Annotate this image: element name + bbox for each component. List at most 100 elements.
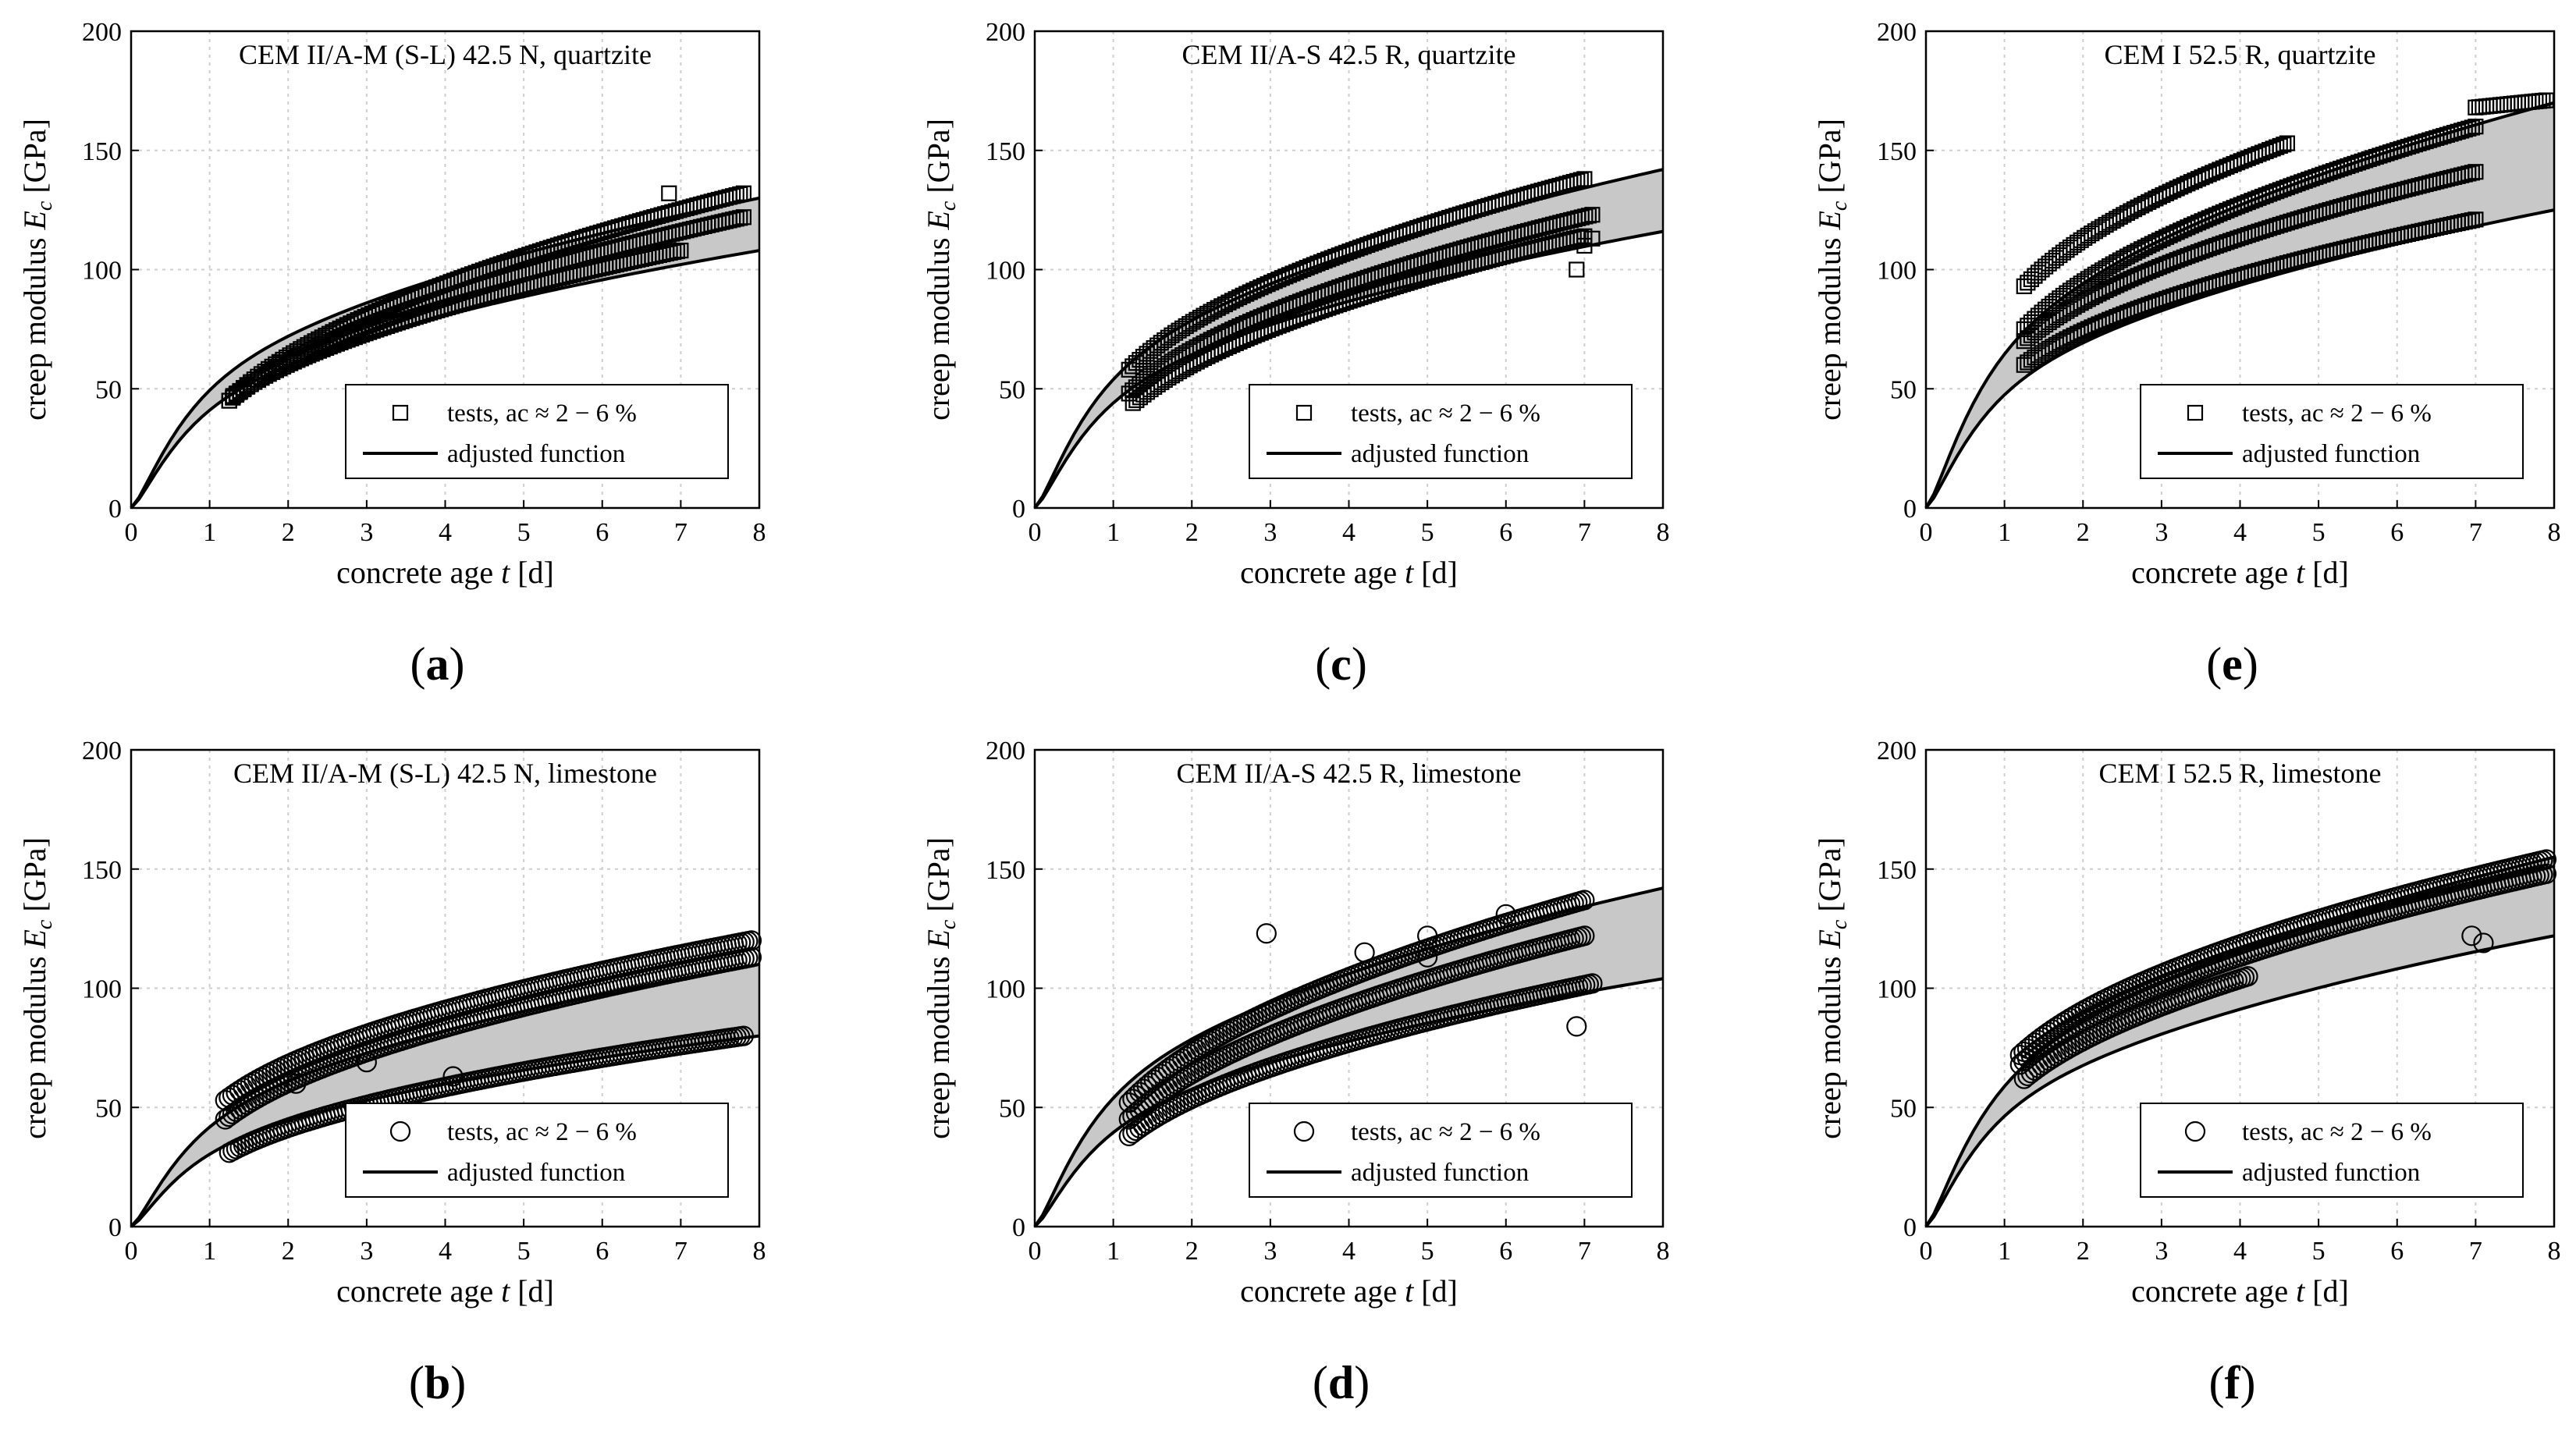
x-tick-label: 0 (1920, 518, 1933, 547)
test-point (1582, 973, 1603, 994)
x-axis-title-word: age (1346, 555, 1398, 590)
x-tick-label: 7 (674, 1237, 688, 1266)
y-tick-label: 200 (1877, 737, 1917, 765)
test-point (733, 1025, 754, 1046)
x-tick-label: 7 (2469, 1237, 2482, 1266)
x-axis-title-word: t (1397, 555, 1414, 590)
test-point (1150, 1083, 1171, 1104)
y-axis-title-symbol: E (921, 929, 956, 949)
test-point (1574, 890, 1595, 911)
x-tick-label: 1 (1998, 1237, 2011, 1266)
x-axis-title-word: [d] (2304, 1273, 2349, 1309)
y-tick-label: 150 (1877, 137, 1917, 166)
test-point-outlier (2473, 932, 2494, 954)
chart-title: CEM II/A-M (S-L) 42.5 N, limestone (233, 758, 657, 789)
y-tick-label: 150 (1877, 856, 1917, 885)
y-axis-title-word: [GPa] (1812, 119, 1847, 201)
legend-entry-tests: tests, ac ≈ 2 − 6 % (447, 400, 637, 428)
x-tick-label: 6 (595, 518, 609, 547)
x-tick-label: 4 (439, 1237, 452, 1266)
y-tick-label: 100 (82, 975, 122, 1004)
x-tick-label: 5 (1421, 1237, 1434, 1266)
x-axis-title-word: age (1346, 1273, 1398, 1309)
test-point-outlier (1495, 904, 1516, 925)
y-axis-title-word: [GPa] (921, 119, 956, 201)
test-point (2468, 119, 2484, 135)
x-tick-label: 5 (517, 518, 531, 547)
x-tick-label: 0 (1029, 1237, 1042, 1266)
y-tick-label: 200 (986, 737, 1025, 765)
x-axis-title-word: t (2288, 1273, 2305, 1309)
chart-title: CEM I 52.5 R, quartzite (2105, 39, 2376, 70)
y-axis-title: creep modulus Ec [GPa] (921, 119, 961, 421)
test-point-outlier (1354, 942, 1375, 963)
legend-marker-circle (1293, 1120, 1315, 1142)
panel-label: (a) (410, 638, 465, 690)
x-tick-label: 4 (2233, 1237, 2247, 1266)
panel-label-paren: ( (410, 638, 426, 690)
y-axis-title-word: [GPa] (921, 837, 956, 920)
test-point-outlier (286, 1073, 307, 1094)
panel-label-paren: ( (1313, 1357, 1328, 1408)
test-point (2027, 1057, 2049, 1078)
x-tick-label: 5 (1421, 518, 1434, 547)
y-tick-label: 200 (82, 18, 122, 47)
chart-title: CEM II/A-S 42.5 R, limestone (1177, 758, 1522, 789)
x-axis-title-word: [d] (1413, 1273, 1458, 1309)
y-axis-title-word: creep modulus (921, 949, 956, 1139)
test-point (1580, 208, 1597, 224)
y-axis-title-word: [GPa] (17, 837, 52, 920)
panel-label-paren: ( (2206, 638, 2222, 690)
x-tick-label: 7 (2469, 518, 2482, 547)
x-axis-title: concrete age t [d] (336, 555, 554, 590)
y-axis-title-subscript: c (936, 201, 961, 211)
test-point (2020, 1063, 2041, 1084)
test-point (2468, 164, 2484, 180)
y-axis-title-word: creep modulus (921, 230, 956, 421)
y-axis-title-subscript: c (33, 201, 57, 211)
x-axis-title: concrete age t [d] (336, 1273, 554, 1309)
panel-label-paren: ( (1315, 638, 1331, 690)
x-tick-label: 8 (2548, 518, 2561, 547)
x-tick-label: 6 (2390, 1237, 2404, 1266)
test-point (1572, 172, 1589, 188)
legend-entry-adjusted-function: adjusted function (1351, 440, 1529, 468)
test-point (222, 1103, 243, 1124)
panel-label: (d) (1313, 1357, 1370, 1408)
test-point (2468, 211, 2484, 228)
x-axis-title-word: concrete (1240, 555, 1345, 590)
x-tick-label: 4 (1342, 1237, 1356, 1266)
test-point-outlier (1417, 925, 1438, 946)
legend-marker-circle (389, 1120, 411, 1142)
x-tick-label: 4 (2233, 518, 2247, 547)
panel-label: (f) (2209, 1357, 2256, 1408)
y-tick-label: 100 (986, 975, 1025, 1004)
panel-label-paren: ) (449, 638, 465, 690)
x-tick-label: 3 (360, 1237, 373, 1266)
test-point (1576, 171, 1593, 187)
test-point (2013, 1068, 2034, 1089)
panel-label-paren: ) (2240, 1357, 2255, 1408)
x-tick-label: 8 (1657, 1237, 1670, 1266)
test-point-outlier (1569, 261, 1585, 278)
test-point (2279, 135, 2295, 151)
legend-entry-adjusted-function: adjusted function (447, 1159, 625, 1187)
adjusted-function-band (131, 964, 759, 1227)
panel-label: (c) (1315, 638, 1367, 690)
legend-marker-square (1295, 404, 1313, 421)
x-axis-title-word: [d] (2304, 555, 2349, 590)
y-axis-title-word: [GPa] (1812, 837, 1847, 920)
test-point (735, 209, 751, 226)
test-point (1129, 1117, 1150, 1138)
legend-box (2140, 384, 2524, 479)
test-point (2024, 1060, 2045, 1081)
x-tick-label: 8 (2548, 1237, 2561, 1266)
y-axis-title-symbol: E (921, 211, 956, 230)
x-tick-label: 1 (203, 518, 216, 547)
legend-entry-adjusted-function: adjusted function (2242, 1159, 2420, 1187)
x-axis-title: concrete age t [d] (2131, 555, 2349, 590)
x-axis-title-word: concrete (336, 555, 442, 590)
